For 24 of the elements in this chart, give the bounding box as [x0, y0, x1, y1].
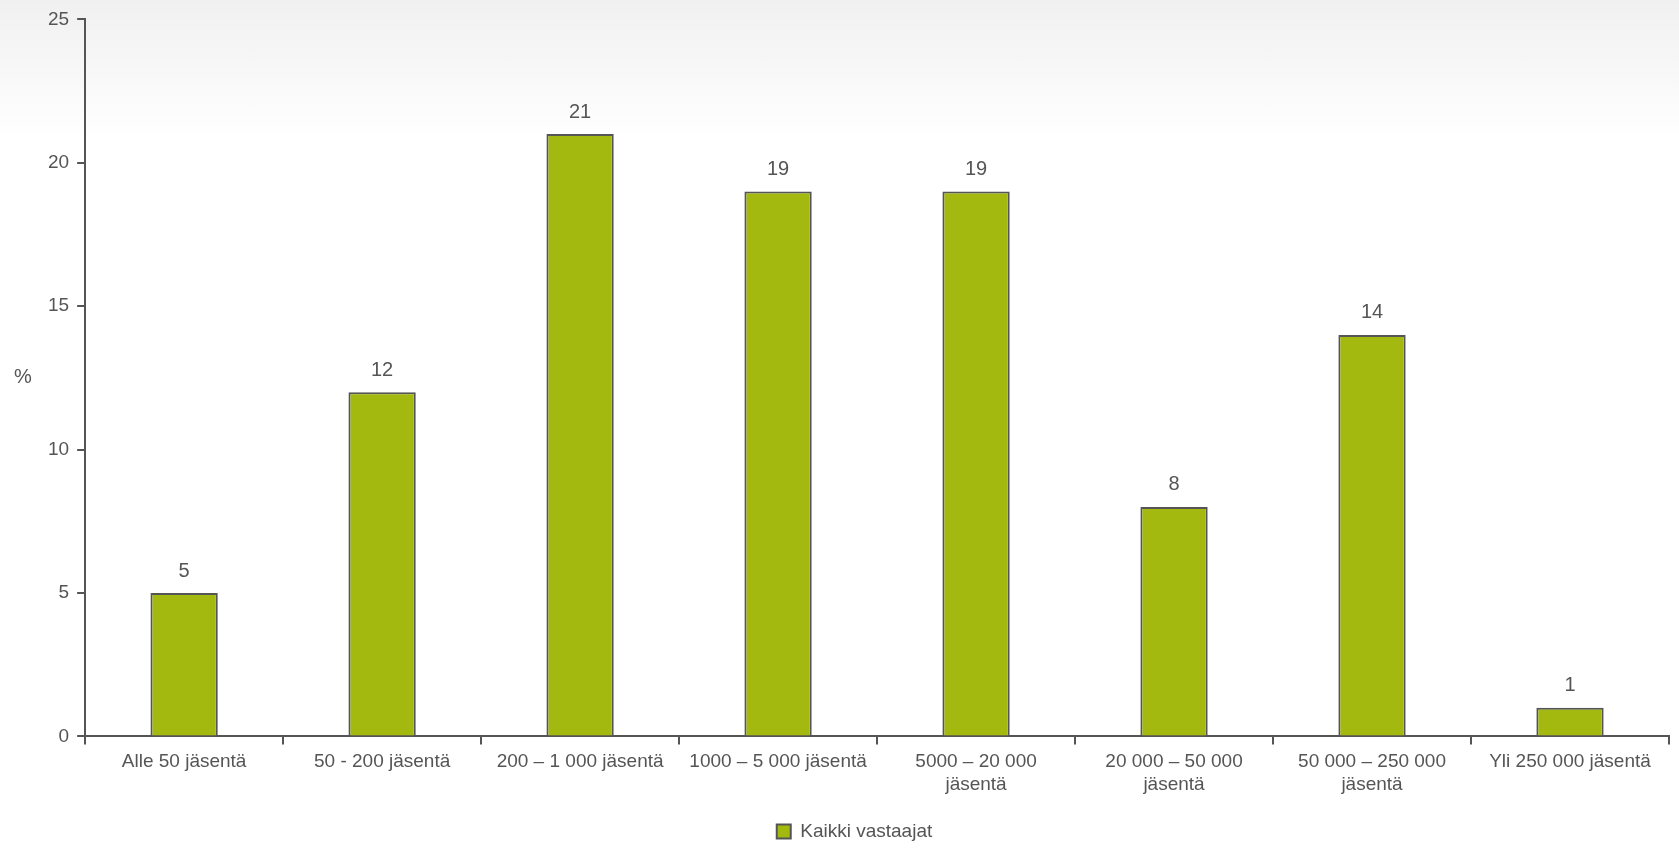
y-tick-label: 15: [47, 294, 70, 316]
data-label: 19: [964, 157, 988, 179]
y-tick-label: 25: [47, 7, 70, 29]
legend-label: Kaikki vastaajat: [800, 819, 933, 841]
y-axis-title: %: [14, 365, 33, 388]
x-tick-label: 20 000 – 50 000 jäsentä: [1105, 750, 1243, 794]
data-label: 14: [1360, 300, 1384, 323]
data-label: 8: [1168, 472, 1180, 495]
data-label: 1: [1564, 673, 1576, 696]
data-label: 5: [178, 558, 190, 581]
data-label: 19: [766, 157, 790, 179]
x-tick-label: 1000 – 5 000 jäsentä: [689, 750, 868, 772]
y-tick-label: 20: [47, 151, 70, 173]
y-tick-label: 5: [58, 581, 70, 603]
x-tick-label: 200 – 1 000 jäsentä: [496, 750, 664, 772]
x-tick-label: Yli 250 000 jäsentä: [1489, 750, 1652, 772]
x-tick-label: 5000 – 20 000 jäsentä: [915, 750, 1037, 794]
y-tick-label: 0: [58, 724, 70, 746]
y-tick-label: 10: [47, 437, 70, 459]
data-label: 12: [370, 357, 394, 380]
x-tick-label: Alle 50 jäsentä: [121, 750, 247, 772]
data-label: 21: [568, 99, 592, 122]
x-tick-label: 50 - 200 jäsentä: [313, 750, 451, 772]
x-tick-label: 50 000 – 250 000 jäsentä: [1298, 750, 1446, 794]
